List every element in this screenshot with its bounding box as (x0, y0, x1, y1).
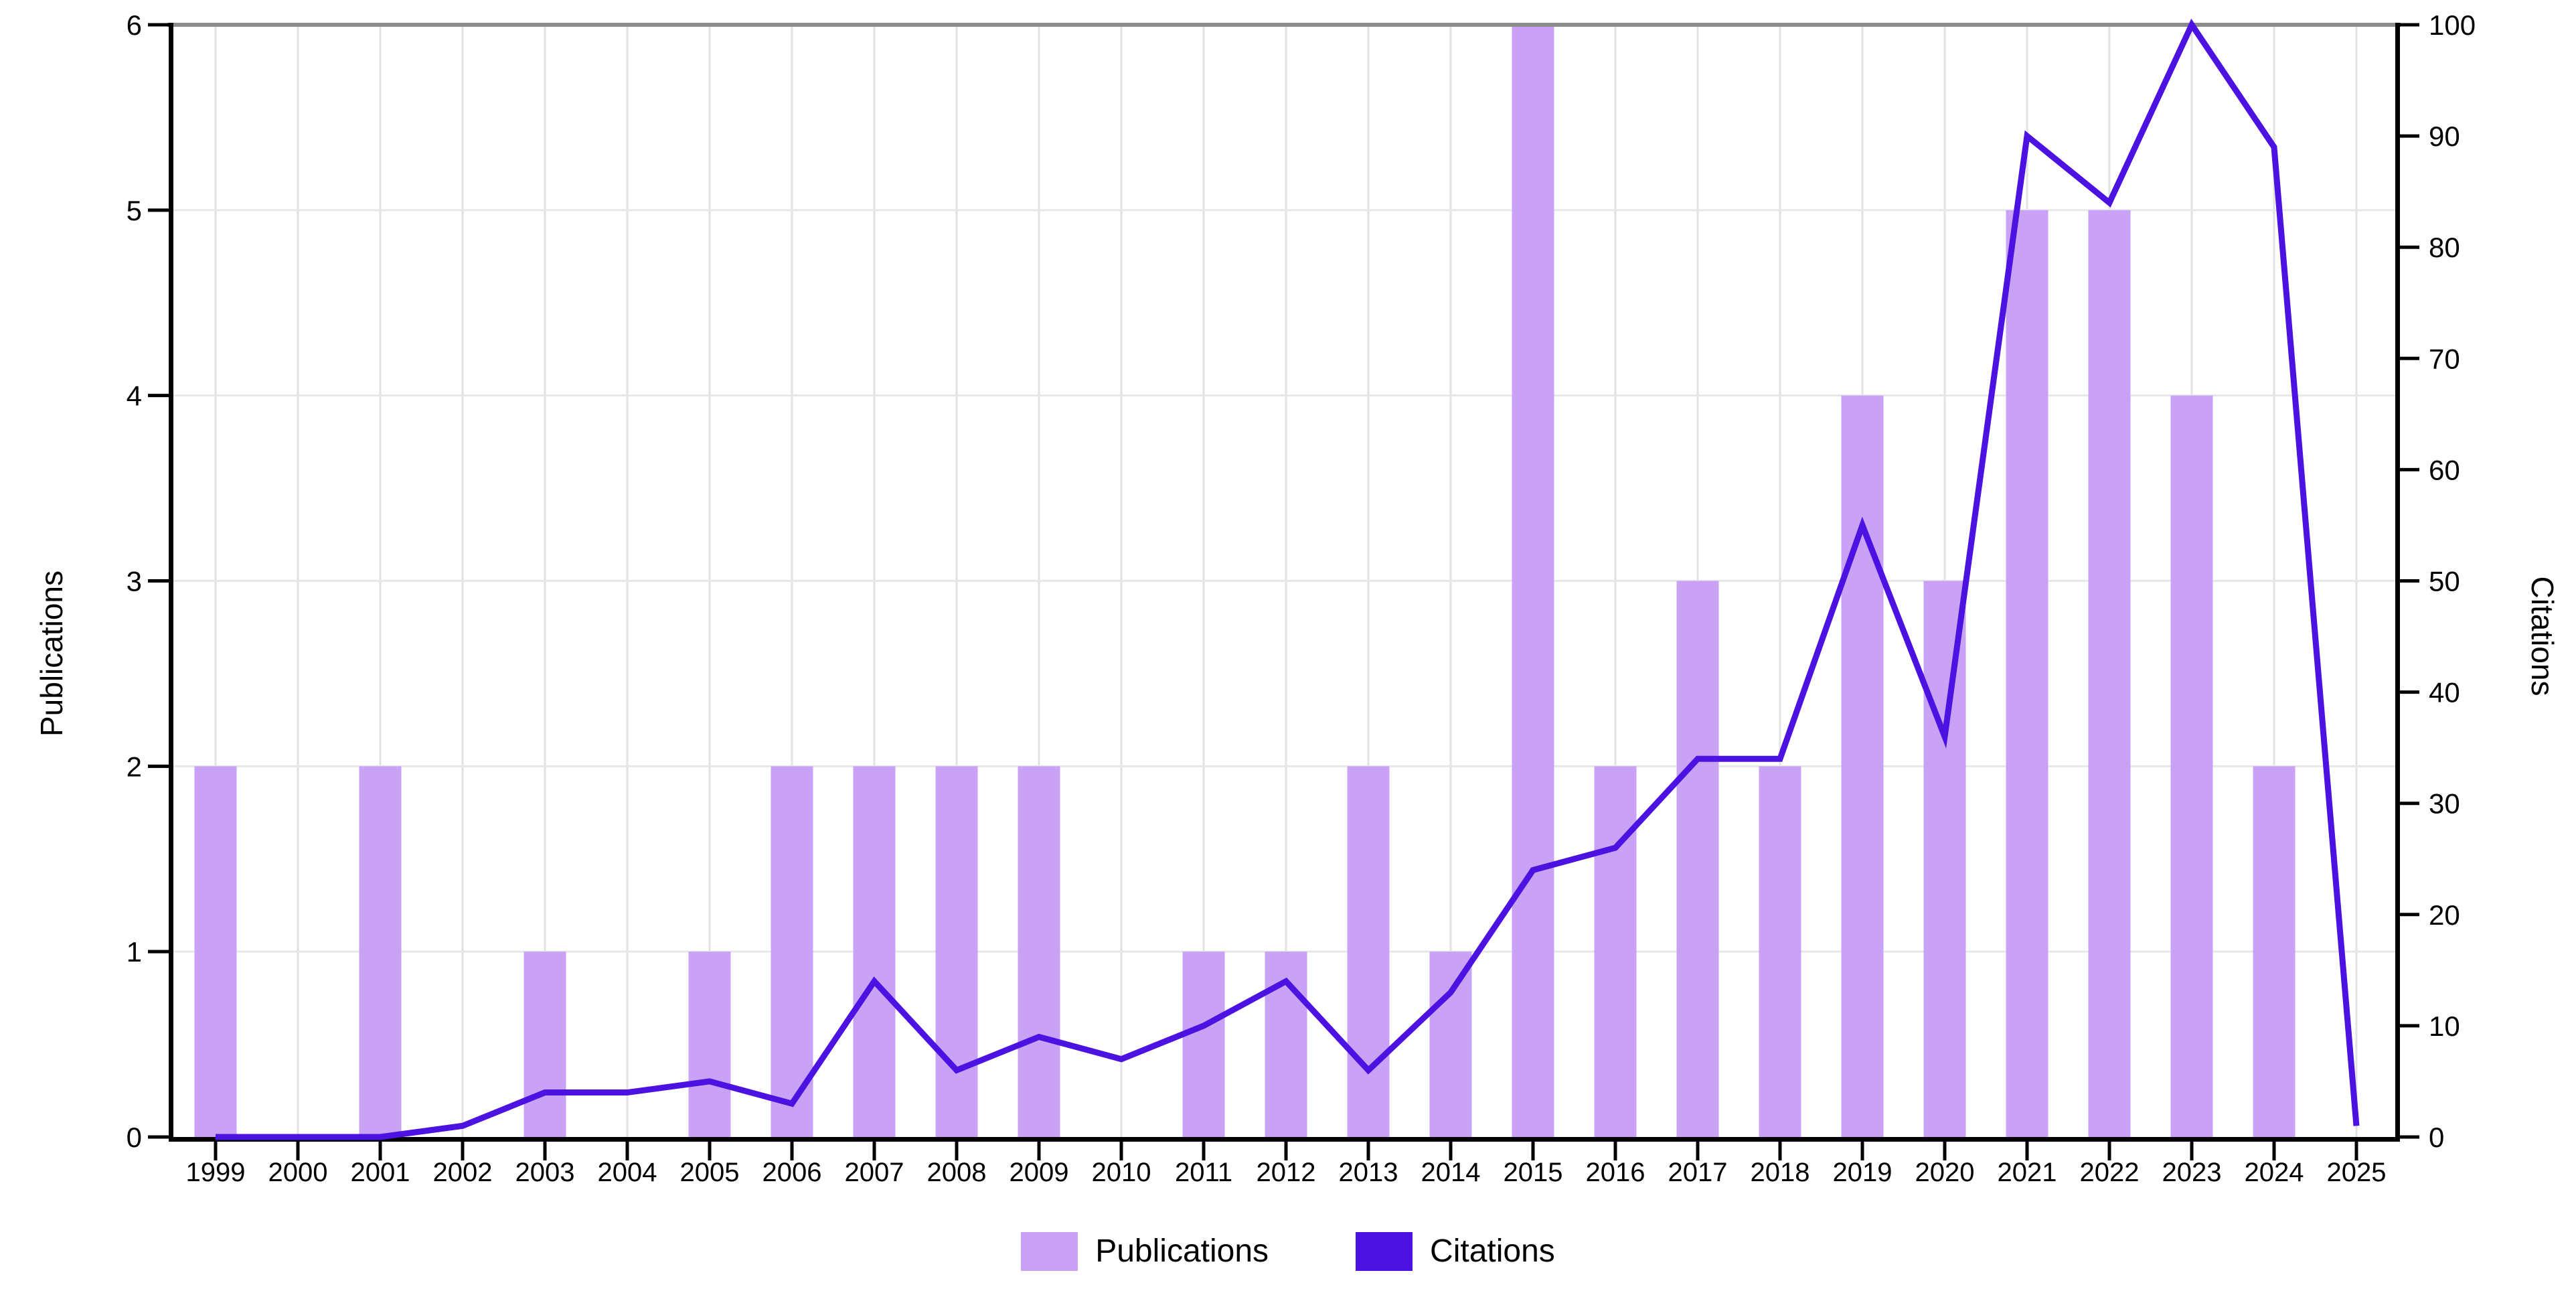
right-tick-label-20: 20 (2429, 899, 2460, 931)
left-tick-label-0: 0 (127, 1122, 142, 1153)
right-tick-label-60: 60 (2429, 454, 2460, 485)
right-tick-label-100: 100 (2429, 9, 2476, 41)
publications-bar-2014 (1429, 952, 1472, 1137)
x-tick-label-2010: 2010 (1092, 1158, 1151, 1187)
publications-bar-2005 (688, 952, 731, 1137)
legend-item-publications: Publications (1021, 1232, 1269, 1271)
publications-bar-2022 (2088, 210, 2131, 1137)
x-tick-label-2020: 2020 (1915, 1158, 1975, 1187)
x-tick-label-2001: 2001 (351, 1158, 410, 1187)
publications-bar-2019 (1841, 395, 1884, 1137)
x-tick-label-2000: 2000 (268, 1158, 328, 1187)
publications-bar-2003 (524, 952, 566, 1137)
publications-swatch (1021, 1232, 1078, 1271)
right-tick-label-50: 50 (2429, 566, 2460, 597)
x-tick-label-2022: 2022 (2080, 1158, 2140, 1187)
x-tick-label-2014: 2014 (1421, 1158, 1481, 1187)
right-tick-label-80: 80 (2429, 232, 2460, 263)
x-tick-label-2025: 2025 (2327, 1158, 2387, 1187)
left-tick-label-5: 5 (127, 195, 142, 226)
legend-citations-label: Citations (1430, 1233, 1555, 1269)
x-tick-label-1999: 1999 (186, 1158, 246, 1187)
publications-bar-1999 (194, 766, 237, 1137)
x-tick-label-2011: 2011 (1175, 1158, 1232, 1187)
citations-swatch (1356, 1232, 1413, 1271)
publications-bar-2011 (1182, 952, 1225, 1137)
right-tick-label-0: 0 (2429, 1122, 2444, 1153)
x-tick-label-2012: 2012 (1257, 1158, 1316, 1187)
x-tick-label-2004: 2004 (598, 1158, 657, 1187)
x-tick-label-2008: 2008 (927, 1158, 987, 1187)
x-tick-label-2007: 2007 (845, 1158, 904, 1187)
x-tick-label-2015: 2015 (1504, 1158, 1563, 1187)
left-tick-label-2: 2 (127, 751, 142, 782)
right-tick-label-30: 30 (2429, 788, 2460, 820)
left-tick-label-4: 4 (127, 380, 142, 412)
publications-bar-2020 (1923, 581, 1966, 1137)
x-tick-label-2003: 2003 (515, 1158, 575, 1187)
x-tick-label-2006: 2006 (762, 1158, 822, 1187)
legend-publications-label: Publications (1095, 1233, 1269, 1269)
publications-bar-2017 (1676, 581, 1719, 1137)
publications-bar-2018 (1759, 766, 1801, 1137)
legend-item-citations: Citations (1356, 1232, 1555, 1271)
publications-bar-2001 (359, 766, 402, 1137)
publications-bar-2008 (935, 766, 978, 1137)
publications-bar-2015 (1512, 25, 1554, 1137)
right-tick-label-40: 40 (2429, 677, 2460, 708)
x-tick-label-2019: 2019 (1833, 1158, 1893, 1187)
right-tick-label-70: 70 (2429, 343, 2460, 374)
x-tick-label-2023: 2023 (2162, 1158, 2222, 1187)
left-tick-label-1: 1 (127, 936, 142, 968)
x-tick-label-2009: 2009 (1010, 1158, 1069, 1187)
right-tick-label-90: 90 (2429, 121, 2460, 152)
right-axis-title: Citations (2525, 576, 2560, 696)
publications-bar-2006 (771, 766, 813, 1137)
left-tick-label-6: 6 (127, 9, 142, 41)
publications-bar-2016 (1594, 766, 1637, 1137)
left-tick-label-3: 3 (127, 566, 142, 597)
x-tick-label-2018: 2018 (1751, 1158, 1810, 1187)
right-tick-label-10: 10 (2429, 1010, 2460, 1042)
publications-bar-2024 (2253, 766, 2296, 1137)
publications-bar-2021 (2006, 210, 2048, 1137)
publications-bar-2023 (2170, 395, 2213, 1137)
legend: Publications Citations (0, 1232, 2576, 1271)
publications-bar-2009 (1018, 766, 1060, 1137)
x-tick-label-2005: 2005 (680, 1158, 740, 1187)
x-tick-label-2002: 2002 (433, 1158, 493, 1187)
left-axis-title: Publications (34, 570, 69, 737)
publications-bar-2007 (853, 766, 896, 1137)
x-tick-label-2021: 2021 (1998, 1158, 2057, 1187)
x-tick-label-2016: 2016 (1586, 1158, 1645, 1187)
x-tick-label-2013: 2013 (1339, 1158, 1398, 1187)
x-tick-label-2024: 2024 (2245, 1158, 2304, 1187)
citations-line (216, 18, 2360, 1140)
publications-bar-2013 (1347, 766, 1390, 1137)
x-tick-label-2017: 2017 (1668, 1158, 1728, 1187)
